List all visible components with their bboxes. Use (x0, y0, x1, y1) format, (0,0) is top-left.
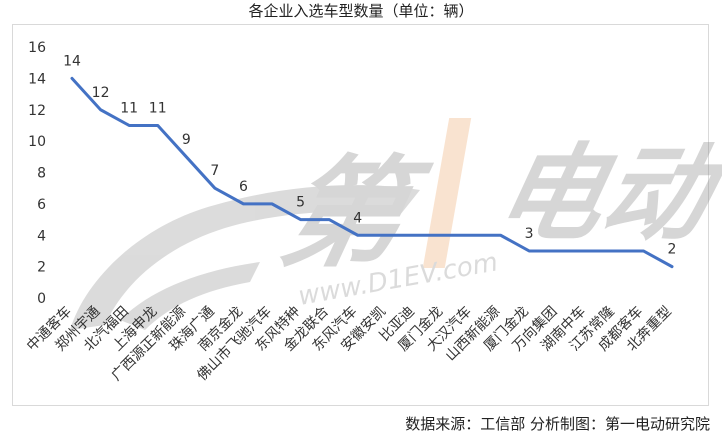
y-tick-label: 16 (28, 40, 46, 56)
data-label: 11 (149, 100, 167, 116)
data-label: 3 (525, 226, 534, 242)
y-tick-label: 0 (37, 291, 46, 307)
y-tick-label: 10 (28, 134, 46, 150)
x-axis: 中通客车郑州宇通北汽福田上海申龙广西源正新能源珠海广通南京金龙佛山市飞驰汽车东风… (23, 303, 675, 384)
y-tick-label: 12 (28, 103, 46, 119)
y-axis: 0 2 4 6 8 10 12 14 16 (28, 40, 46, 307)
series-polyline (70, 76, 674, 269)
source-note: 数据来源：工信部 分析制图：第一电动研究院 (405, 415, 710, 433)
y-tick-label: 8 (37, 166, 46, 182)
data-label: 9 (182, 132, 191, 148)
series-line (70, 76, 674, 269)
data-label: 7 (210, 163, 219, 179)
y-tick-label: 2 (37, 260, 46, 276)
y-tick-label: 4 (37, 228, 46, 244)
d1ev-watermark: 第 电动 www.D1EV.com (70, 118, 722, 330)
watermark-car-lower (120, 262, 260, 330)
data-label: 14 (63, 53, 81, 69)
data-label: 2 (668, 242, 677, 258)
y-tick-label: 14 (28, 71, 46, 87)
data-label: 5 (296, 195, 305, 211)
watermark-logo-one (422, 118, 472, 268)
chart-frame (12, 24, 709, 406)
data-label: 12 (92, 85, 110, 101)
watermark-logo-text-2: 电动 (486, 133, 722, 256)
chart-title: 各企业入选车型数量（单位：辆） (248, 2, 474, 20)
data-label: 11 (120, 100, 138, 116)
watermark-car-shape (70, 185, 420, 330)
data-label: 4 (353, 210, 362, 226)
data-label: 6 (239, 179, 248, 195)
data-labels: 14 12 11 11 9 7 6 5 4 3 2 (63, 53, 676, 257)
y-tick-label: 6 (37, 197, 46, 213)
